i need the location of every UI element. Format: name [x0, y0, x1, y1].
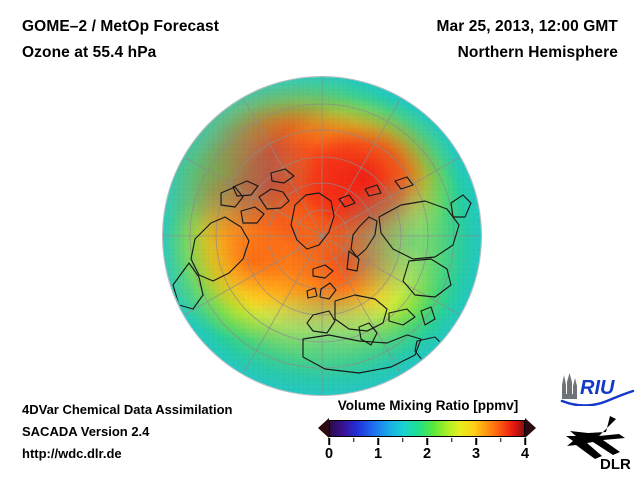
model-grid-texture	[163, 77, 481, 395]
footer-line-1: 4DVar Chemical Data Assimilation	[22, 402, 233, 417]
riu-wave	[560, 389, 635, 406]
colorbar-major-tick	[524, 438, 526, 445]
colorbar-minor-tick	[401, 438, 404, 442]
page-subtitle: Ozone at 55.4 hPa	[22, 44, 157, 61]
map-overlay	[164, 78, 480, 394]
colorbar-major-tick	[377, 438, 379, 445]
forecast-datetime: Mar 25, 2013, 12:00 GMT	[436, 18, 618, 35]
colorbar-gradient	[329, 419, 525, 437]
colorbar-tick-label: 0	[324, 446, 334, 462]
colorbar-ticks	[328, 438, 526, 445]
colorbar-major-tick	[426, 438, 428, 445]
hemisphere-label: Northern Hemisphere	[457, 44, 618, 61]
riu-towers	[562, 373, 577, 399]
limb-shading	[163, 77, 481, 395]
colorbar-tick-label: 4	[520, 446, 530, 462]
colorbar-major-tick	[475, 438, 477, 445]
colorbar-row	[318, 418, 536, 438]
dlr-logo-text: DLR	[600, 456, 631, 472]
colorbar-title: Volume Mixing Ratio [ppmv]	[337, 398, 519, 413]
riu-logo[interactable]: RIU	[559, 372, 635, 406]
colorbar-minor-tick	[450, 438, 453, 442]
dlr-logo[interactable]: DLR	[564, 414, 636, 472]
colorbar-tick-label: 1	[373, 446, 383, 462]
footer-line-3[interactable]: http://wdc.dlr.de	[22, 446, 122, 461]
colorbar: Volume Mixing Ratio [ppmv] 0 1 2 3 4	[318, 398, 536, 464]
colorbar-minor-tick	[499, 438, 502, 442]
colorbar-minor-tick	[352, 438, 355, 442]
colorbar-tick-label: 2	[422, 446, 432, 462]
page-title: GOME–2 / MetOp Forecast	[22, 18, 219, 35]
colorbar-tick-label: 3	[471, 446, 481, 462]
colorbar-labels: 0 1 2 3 4	[325, 446, 529, 464]
riu-logo-text: RIU	[580, 377, 615, 399]
dlr-mark	[566, 416, 625, 459]
colorbar-over-arrow	[525, 418, 536, 438]
colorbar-major-tick	[328, 438, 330, 445]
globe-disc	[163, 77, 481, 395]
graticule-meridians	[164, 78, 480, 394]
globe-map	[163, 77, 481, 395]
footer-credits: 4DVar Chemical Data Assimilation SACADA …	[22, 399, 233, 465]
colorbar-under-arrow	[318, 418, 329, 438]
footer-line-2: SACADA Version 2.4	[22, 424, 150, 439]
